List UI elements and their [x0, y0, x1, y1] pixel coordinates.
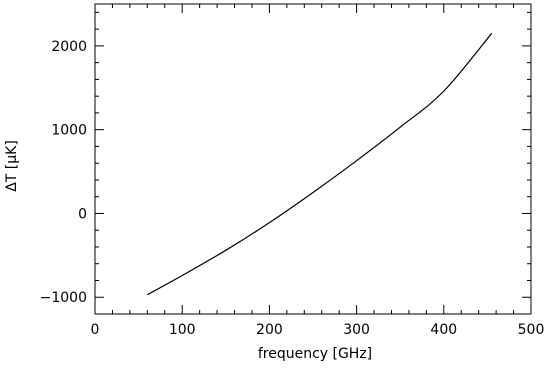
x-tick-label: 500 — [518, 322, 545, 338]
series-line — [147, 32, 493, 296]
major-ticks — [94, 4, 532, 314]
y-tick-label: −1000 — [40, 290, 87, 306]
x-tick-label: 100 — [169, 322, 196, 338]
minor-ticks — [95, 4, 531, 315]
x-tick-label: 300 — [343, 322, 370, 338]
y-tick-label: 1000 — [51, 123, 87, 139]
x-tick-label: 0 — [91, 322, 100, 338]
x-tick-label: 400 — [430, 322, 457, 338]
plot-border — [94, 3, 532, 315]
y-axis-label: ΔT [μK] — [4, 140, 20, 192]
x-axis-label: frequency [GHz] — [258, 346, 372, 362]
plot-frame — [94, 3, 532, 315]
y-tick-label: 2000 — [51, 39, 87, 55]
x-tick-labels: 0 100 200 300 400 500 — [91, 322, 545, 338]
x-tick-label: 200 — [256, 322, 283, 338]
y-tick-label: 0 — [78, 206, 87, 222]
y-tick-labels: −1000 0 1000 2000 — [40, 39, 87, 306]
series-group — [147, 32, 493, 296]
